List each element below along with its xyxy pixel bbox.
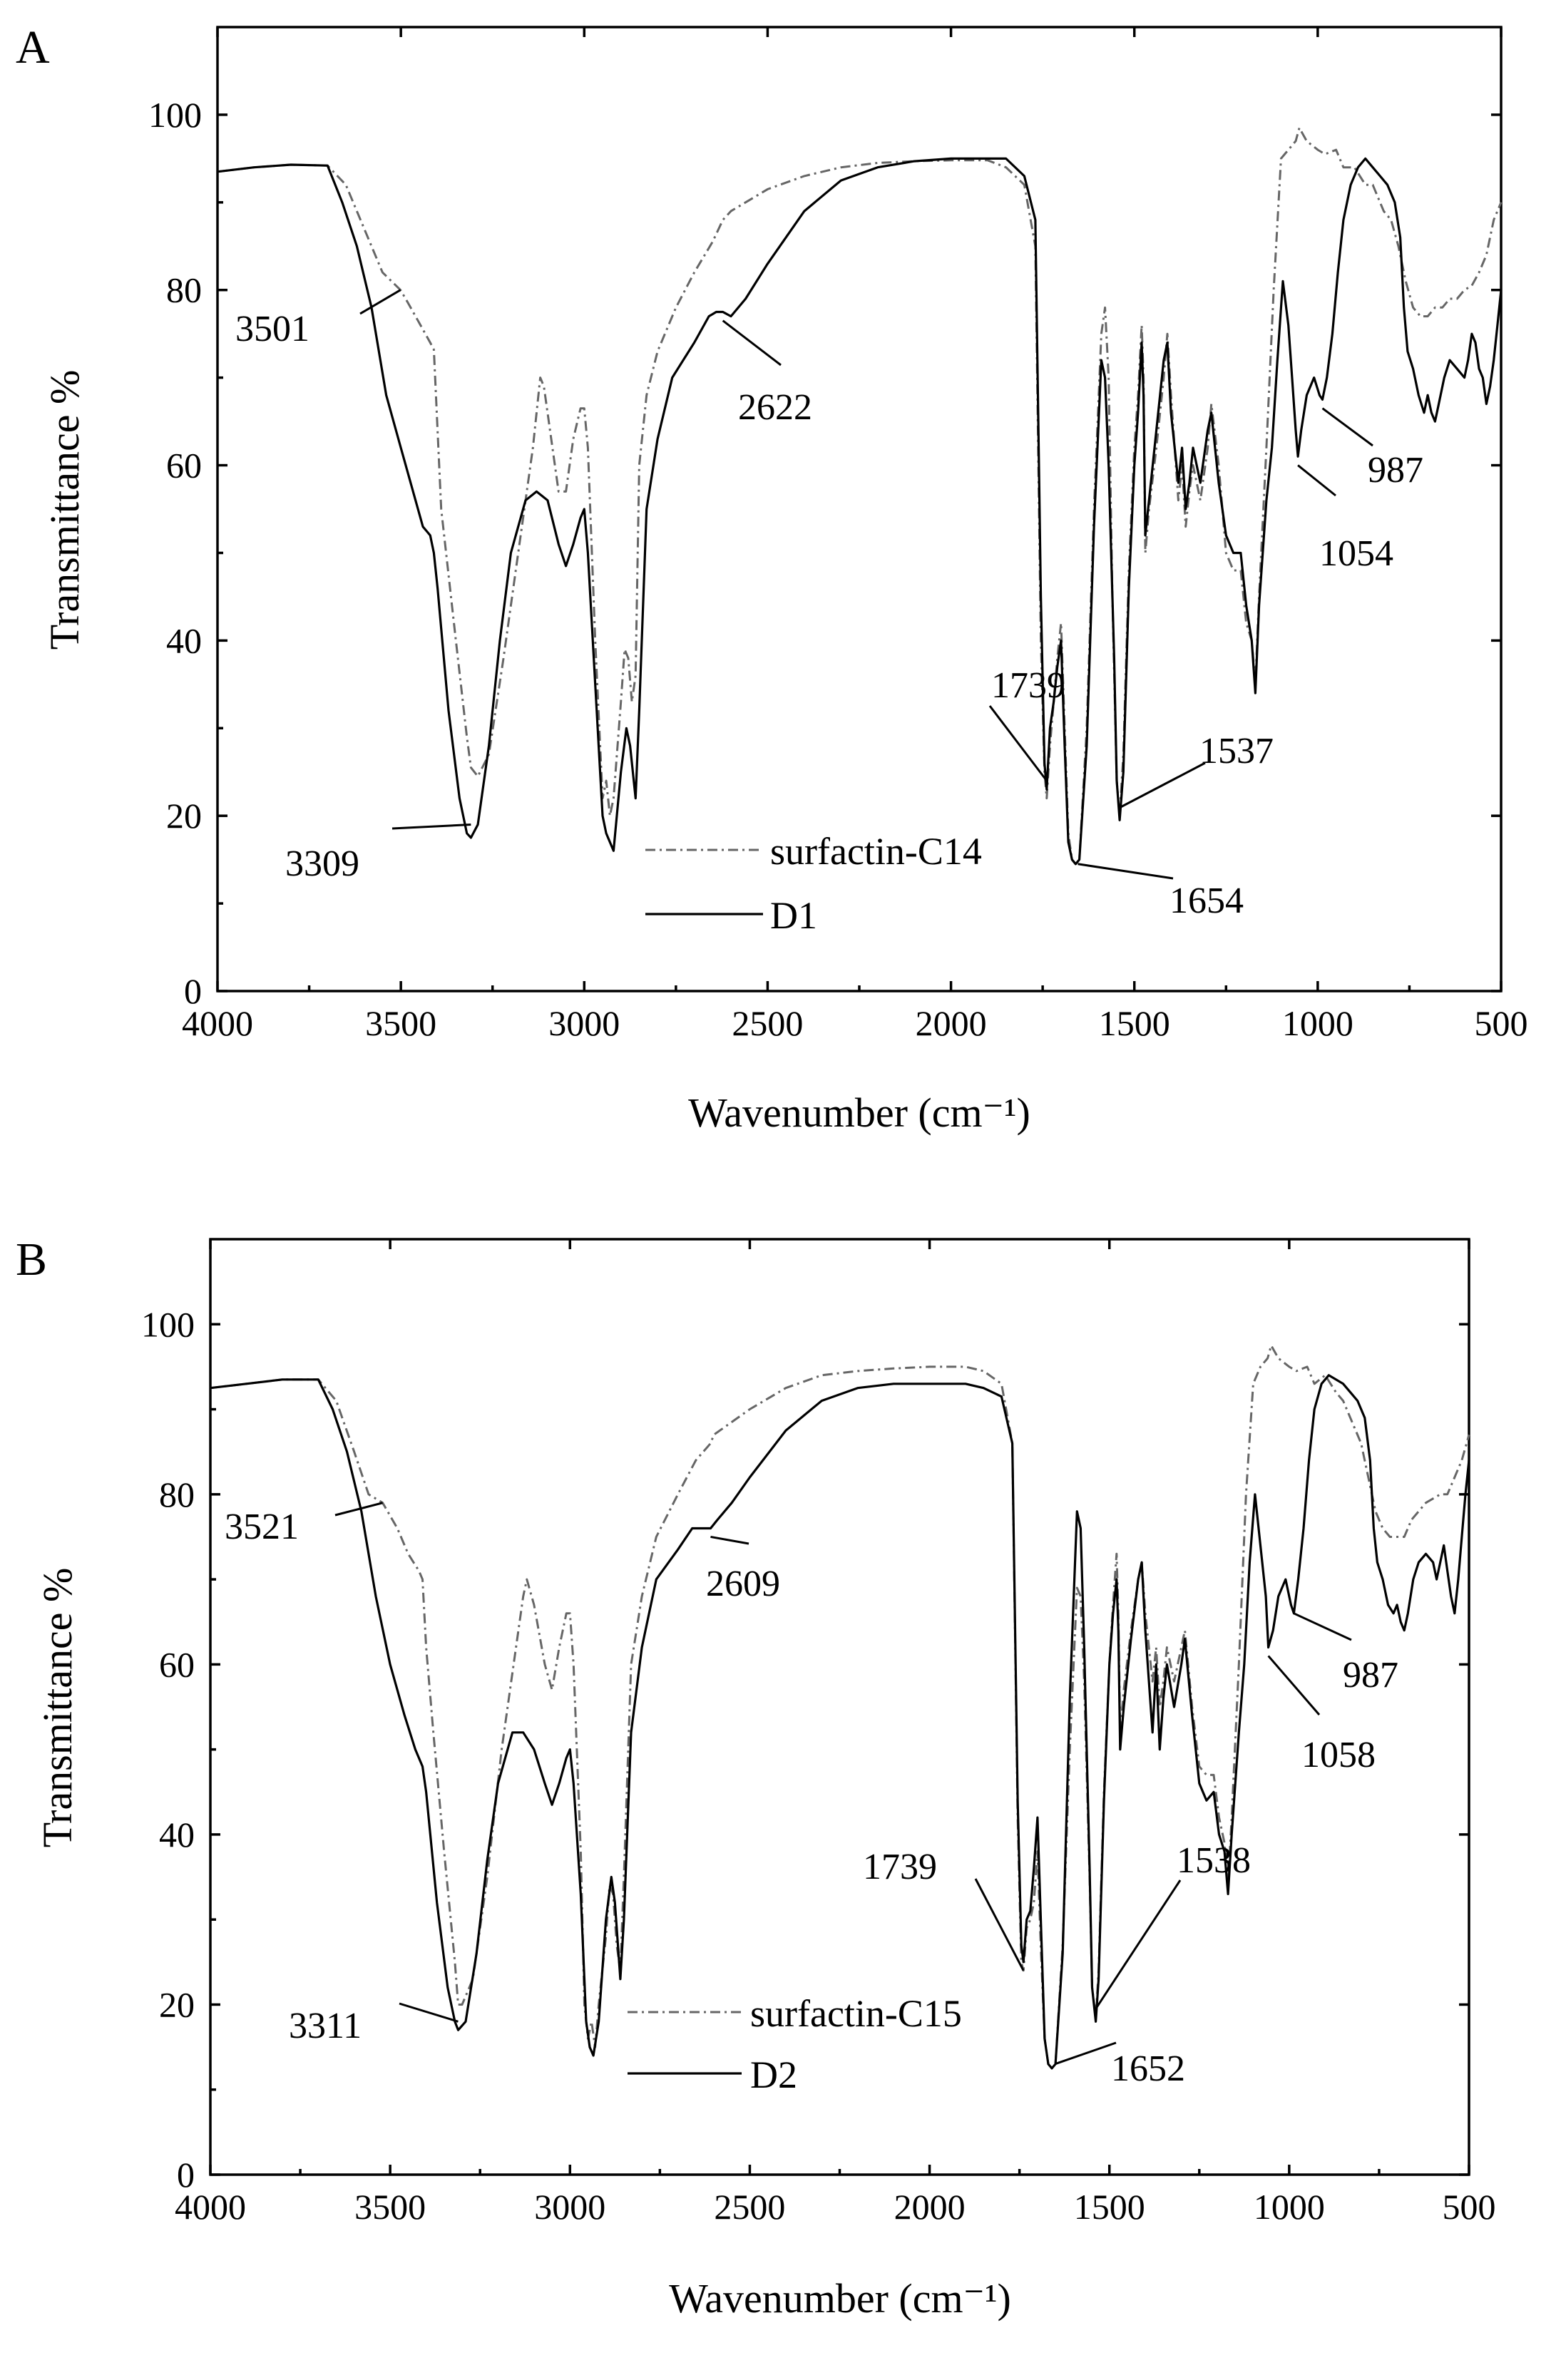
x-tick-label: 3000: [548, 1003, 620, 1043]
y-tick-label: 0: [184, 971, 202, 1011]
series-line-d1: [217, 157, 1503, 866]
annotation-label-1654: 1654: [1169, 881, 1244, 921]
y-tick-label: 20: [166, 796, 202, 836]
panel-a-legend: surfactin-C14 D1: [645, 830, 982, 937]
annotation-label-3521: 3521: [225, 1507, 299, 1547]
y-tick-label: 100: [148, 95, 202, 135]
series-line-surfactin-c15: [210, 1344, 1470, 2070]
panel-b-legend: surfactin-C15 D2: [628, 1992, 962, 2096]
panel-b-letter: B: [16, 1233, 47, 1286]
annotation-leader-1739: [988, 705, 1048, 781]
x-tick-label: 1500: [1099, 1003, 1170, 1043]
annotation-label-3311: 3311: [289, 2006, 362, 2046]
panel-a-xlabel: Wavenumber (cm⁻¹): [688, 1089, 1030, 1136]
annotation-label-1652: 1652: [1111, 2048, 1185, 2089]
annotation-label-2622: 2622: [738, 387, 812, 428]
annotation-leader-1739: [974, 1878, 1025, 1971]
annotation-label-3501: 3501: [235, 309, 309, 349]
x-tick-label: 4000: [182, 1003, 253, 1043]
panel-b-ylabel: Transmittance %: [34, 1568, 81, 1848]
annotation-leader-2609: [710, 1535, 749, 1545]
annotation-label-987: 987: [1368, 450, 1423, 491]
annotation-label-1054: 1054: [1319, 533, 1393, 574]
annotation-leader-1654: [1078, 863, 1174, 880]
annotation-leader-987: [1293, 1612, 1352, 1641]
x-tick-label: 2500: [714, 2187, 785, 2227]
annotation-leader-1652: [1054, 2041, 1117, 2066]
x-tick-label: 1500: [1074, 2187, 1145, 2227]
panel-a: A 4000 3500 3000 2500 2000 1500 1000 500 0 20 40 6…: [16, 21, 1528, 1136]
panel-a-ylabel: Transmittance %: [41, 370, 88, 650]
panel-b-y-axis: 0 20 40 60 80 100: [141, 1304, 1469, 2195]
annotation-leader-3501: [359, 289, 401, 315]
y-tick-label: 80: [159, 1474, 195, 1514]
series-line-surfactin-c14: [217, 126, 1503, 866]
y-tick-label: 80: [166, 270, 202, 310]
annotation-leader-1054: [1297, 464, 1336, 497]
x-tick-label: 3000: [534, 2187, 605, 2227]
annotation-leader-2622: [722, 319, 782, 366]
panel-a-y-axis: 0 20 40 60 80 100: [148, 95, 1501, 1011]
x-tick-label: 4000: [175, 2187, 246, 2227]
annotation-label-1058: 1058: [1301, 1735, 1376, 1775]
legend-label-d2: D2: [750, 2053, 797, 2096]
legend-label-d1: D1: [770, 894, 817, 937]
annotation-leader-3311: [399, 2002, 459, 2023]
x-tick-label: 500: [1475, 1003, 1528, 1043]
annotation-leader-3521: [334, 1502, 383, 1517]
y-tick-label: 20: [159, 1984, 195, 2024]
series-line-d2: [210, 1374, 1470, 2070]
x-tick-label: 1000: [1282, 1003, 1353, 1043]
annotation-label-1739: 1739: [991, 665, 1065, 706]
x-tick-label: 2000: [916, 1003, 987, 1043]
panel-a-letter: A: [16, 21, 50, 73]
x-tick-label: 3500: [354, 2187, 426, 2227]
panel-a-x-axis: 4000 3500 3000 2500 2000 1500 1000 500: [182, 27, 1528, 1043]
y-tick-label: 60: [166, 446, 202, 486]
y-tick-label: 100: [141, 1304, 195, 1344]
y-tick-label: 60: [159, 1644, 195, 1684]
x-tick-label: 1000: [1254, 2187, 1325, 2227]
annotation-leader-1058: [1267, 1655, 1321, 1715]
annotation-label-3309: 3309: [285, 843, 359, 884]
panel-a-series-layer: [217, 126, 1503, 866]
annotation-label-987: 987: [1343, 1655, 1398, 1696]
y-tick-label: 40: [159, 1815, 195, 1855]
x-tick-label: 2000: [894, 2187, 966, 2227]
panel-a-annotations: 3501 3309 2622 1739 1654 1537 1054 987: [235, 289, 1423, 921]
annotation-label-1739: 1739: [863, 1847, 937, 1887]
panel-b-x-axis: 4000 3500 3000 2500 2000 1500 1000 500: [175, 1239, 1496, 2227]
annotation-leader-987: [1321, 407, 1373, 447]
panel-b-annotations: 3521 3311 2609 1739 1652 1538 1058 987: [225, 1502, 1398, 2089]
x-tick-label: 3500: [365, 1003, 436, 1043]
annotation-leader-3309: [391, 823, 471, 830]
legend-label-surfactin-c15: surfactin-C15: [750, 1992, 962, 2035]
annotation-label-1538: 1538: [1177, 1840, 1251, 1881]
panel-b-xlabel: Wavenumber (cm⁻¹): [669, 2275, 1011, 2322]
legend-label-surfactin-c14: surfactin-C14: [770, 830, 982, 873]
x-tick-label: 500: [1443, 2187, 1496, 2227]
annotation-label-2609: 2609: [706, 1564, 780, 1604]
panel-b: B 4000 3500 3000 2500 2000 1500 1000 500 0 20 40 6…: [16, 1233, 1496, 2322]
x-tick-label: 2500: [732, 1003, 803, 1043]
y-tick-label: 0: [177, 2155, 195, 2195]
panel-b-series-layer: [210, 1344, 1470, 2070]
annotation-leader-1538: [1095, 1879, 1182, 2010]
annotation-leader-1537: [1120, 761, 1206, 809]
annotation-label-1537: 1537: [1199, 731, 1274, 771]
y-tick-label: 40: [166, 620, 202, 660]
